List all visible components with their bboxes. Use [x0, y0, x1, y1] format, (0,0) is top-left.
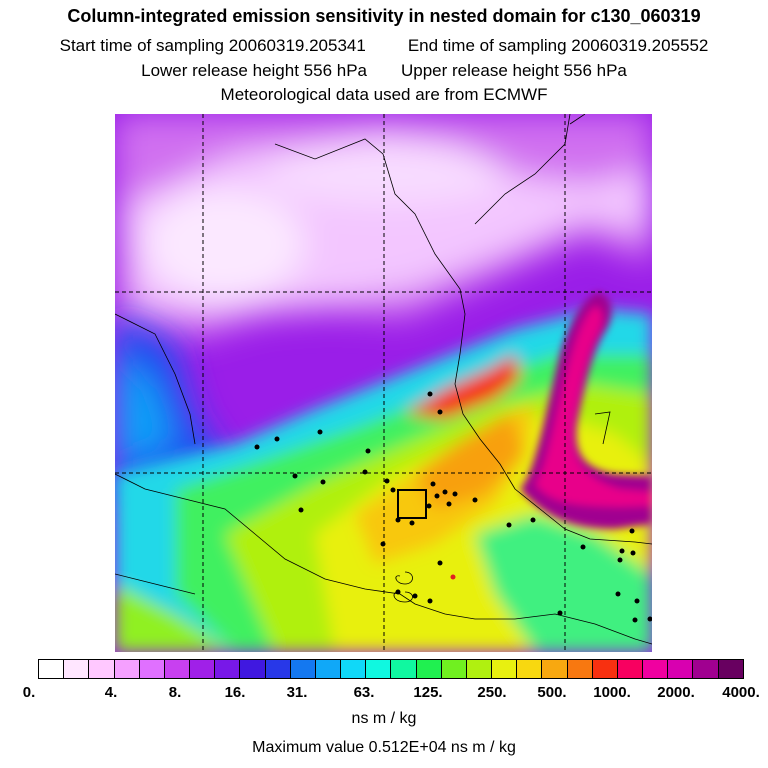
colorbar-tick-label: 250.	[477, 684, 507, 701]
colorbar-tick-label: 500.	[537, 684, 567, 701]
colorbar-segment	[366, 660, 392, 678]
plot-title: Column-integrated emission sensitivity i…	[67, 6, 701, 26]
lower-release-label: Lower release height 556 hPa	[141, 61, 367, 80]
colorbar-segment	[240, 660, 266, 678]
colorbar-segment	[64, 660, 90, 678]
sampling-times: Start time of sampling 20060319.205341 En…	[0, 36, 768, 56]
colorbar-segment	[265, 660, 291, 678]
colorbar-tick-label: 1000.	[593, 684, 631, 701]
colorbar-tick-label: 31.	[286, 684, 308, 701]
colorbar-segment	[416, 660, 442, 678]
colorbar-segment	[164, 660, 191, 678]
sensitivity-map	[115, 114, 652, 652]
colorbar-segment	[668, 660, 694, 678]
release-heights: Lower release height 556 hPa Upper releas…	[0, 61, 768, 81]
colorbar-segment	[89, 660, 115, 678]
colorbar-segment	[517, 660, 543, 678]
colorbar-tick-label: 4.	[104, 684, 118, 701]
colorbar-tick-label: 4000.	[722, 684, 760, 701]
start-time-label: Start time of sampling 20060319.205341	[59, 36, 366, 55]
colorbar-segment	[39, 660, 65, 678]
colorbar-segment	[542, 660, 568, 678]
lat-lon-grid	[115, 114, 652, 652]
colorbar-tick-label: 63.	[353, 684, 375, 701]
colorbar-tick-label: 0.	[22, 684, 36, 701]
colorbar-segment	[290, 660, 316, 678]
coastlines	[115, 114, 652, 645]
colorbar-segment	[466, 660, 493, 678]
colorbar	[38, 659, 744, 679]
colorbar-segment	[139, 660, 165, 678]
station-markers	[254, 391, 652, 623]
colorbar-segment	[492, 660, 518, 678]
colorbar-segment	[391, 660, 417, 678]
colorbar-segment	[215, 660, 241, 678]
colorbar-segment	[693, 660, 719, 678]
upper-release-label: Upper release height 556 hPa	[401, 61, 627, 80]
colorbar-segment	[341, 660, 367, 678]
colorbar-segment	[617, 660, 644, 678]
colorbar-tick-label: 8.	[168, 684, 182, 701]
colorbar-segment	[114, 660, 140, 678]
release-marker	[450, 574, 456, 580]
colorbar-segment	[592, 660, 618, 678]
colorbar-units: ns m / kg	[351, 710, 417, 727]
colorbar-segment	[643, 660, 669, 678]
colorbar-segment	[718, 660, 743, 678]
colorbar-ticks: 0. 4. 8. 16. 31. 63. 125. 250. 500. 1000. 2000. 400…	[0, 684, 768, 706]
receptor-box	[397, 489, 427, 519]
colorbar-segment	[441, 660, 467, 678]
met-data-label: Meteorological data used are from ECMWF	[220, 85, 548, 104]
colorbar-segment	[315, 660, 342, 678]
colorbar-segment	[190, 660, 216, 678]
plume-feature	[520, 292, 652, 529]
colorbar-tick-label: 16.	[224, 684, 246, 701]
end-time-label: End time of sampling 20060319.205552	[407, 36, 709, 55]
colorbar-tick-label: 2000.	[657, 684, 695, 701]
colorbar-segment	[567, 660, 593, 678]
colorbar-tick-label: 125.	[413, 684, 443, 701]
maximum-value-label: Maximum value 0.512E+04 ns m / kg	[252, 739, 516, 756]
